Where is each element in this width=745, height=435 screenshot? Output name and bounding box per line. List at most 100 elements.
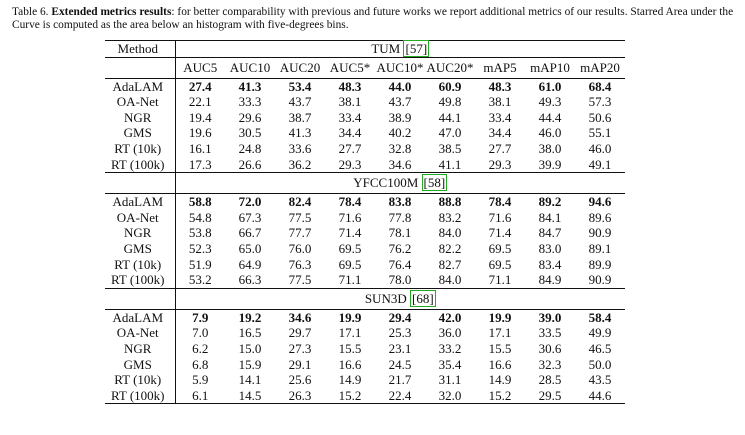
value-cell: 44.1 [438, 109, 462, 125]
value-cell: 84.1 [538, 209, 562, 225]
value-cell: 29.3 [338, 156, 362, 172]
value-cell: 89.6 [588, 209, 612, 225]
section-header-row: SUN3D [68] [105, 288, 625, 310]
header-row: Method TUM [57] [105, 40, 625, 58]
column-header: AUC5* [329, 59, 371, 75]
method-cell: NGR [124, 109, 152, 125]
value-cell: 42.0 [438, 309, 462, 325]
value-cell: 29.6 [238, 109, 262, 125]
table-row: AdaLAM 7.9 19.2 34.6 19.9 29.4 42.0 19.9 39.0 58.… [105, 309, 625, 326]
value-cell: 6.8 [174, 356, 225, 373]
value-cell: 32.3 [538, 356, 562, 372]
value-cell: 49.9 [588, 325, 612, 341]
method-cell: RT (100k) [110, 156, 165, 172]
table-row: RT (100k) 17.3 26.6 36.2 29.3 34.6 41.1 29.3 39.… [105, 156, 625, 173]
value-cell: 16.6 [488, 356, 512, 372]
column-header: mAP5 [483, 59, 517, 75]
value-cell: 77.8 [388, 209, 412, 225]
value-cell: 27.4 [174, 78, 225, 95]
table-row: OA-Net 54.8 67.3 77.5 71.6 77.8 83.2 71.6 84.1 89… [105, 209, 625, 226]
value-cell: 50.6 [588, 109, 612, 125]
table-row: GMS 19.6 30.5 41.3 34.4 40.2 47.0 34.4 46.0 55.1 [105, 125, 625, 141]
value-cell: 39.0 [538, 309, 562, 325]
value-cell: 34.4 [338, 125, 362, 141]
value-cell: 55.1 [588, 125, 612, 141]
value-cell: 84.0 [438, 272, 462, 288]
value-cell: 38.1 [338, 94, 362, 110]
value-cell: 33.5 [538, 325, 562, 341]
value-cell: 19.6 [174, 125, 225, 141]
value-cell: 82.7 [438, 256, 462, 272]
value-cell: 35.4 [438, 356, 462, 372]
value-cell: 83.8 [388, 194, 412, 210]
value-cell: 44.4 [538, 109, 562, 125]
value-cell: 17.1 [338, 325, 362, 341]
value-cell: 16.5 [238, 325, 262, 341]
value-cell: 15.2 [338, 387, 362, 403]
column-header: AUC10 [229, 59, 271, 75]
value-cell: 29.5 [538, 387, 562, 403]
value-cell: 83.0 [538, 240, 562, 256]
method-cell: RT (10k) [114, 256, 162, 272]
value-cell: 50.0 [588, 356, 612, 372]
method-cell: GMS [123, 356, 152, 372]
value-cell: 58.4 [588, 309, 612, 325]
value-cell: 24.8 [238, 140, 262, 156]
table-row: RT (100k) 6.1 14.5 26.3 15.2 22.4 32.0 15.2 29.5… [105, 387, 625, 404]
value-cell: 25.3 [388, 325, 412, 341]
value-cell: 14.5 [238, 387, 262, 403]
column-header: AUC5 [174, 57, 225, 79]
value-cell: 78.4 [338, 194, 362, 210]
method-cell: RT (10k) [114, 140, 162, 156]
value-cell: 32.0 [438, 387, 462, 403]
table-row: AdaLAM 27.4 41.3 53.4 48.3 44.0 60.9 48.3 61.0 68… [105, 78, 625, 95]
value-cell: 15.2 [488, 387, 512, 403]
value-cell: 66.7 [238, 225, 262, 241]
value-cell: 22.4 [388, 387, 412, 403]
value-cell: 83.4 [538, 256, 562, 272]
value-cell: 48.3 [338, 78, 362, 94]
column-header: AUC20* [426, 59, 474, 75]
section-spacer [105, 288, 175, 309]
value-cell: 5.9 [174, 372, 225, 388]
column-header: mAP20 [580, 59, 620, 75]
table-caption: Table 6. Extended metrics results: for b… [12, 6, 737, 33]
section-ref-link: [58] [421, 174, 448, 192]
metrics-table: Method TUM [57] AUC5 AUC10 AUC20 AUC5* AUC10* A… [105, 40, 625, 404]
value-cell: 82.4 [288, 194, 312, 210]
value-cell: 29.4 [388, 309, 412, 325]
value-cell: 60.9 [438, 78, 462, 94]
value-cell: 67.3 [238, 209, 262, 225]
value-cell: 51.9 [174, 256, 225, 273]
section-header-row: YFCC100M [58] [105, 172, 625, 194]
value-cell: 19.9 [488, 309, 512, 325]
section-name: SUN3D [364, 290, 407, 306]
table-row: RT (10k) 51.9 64.9 76.3 69.5 76.4 82.7 69.5 83.4… [105, 256, 625, 273]
column-header-spacer [105, 57, 175, 78]
value-cell: 38.9 [388, 109, 412, 125]
value-cell: 44.6 [588, 387, 612, 403]
value-cell: 27.7 [488, 140, 512, 156]
value-cell: 89.9 [588, 256, 612, 272]
value-cell: 15.9 [238, 356, 262, 372]
table-row: NGR 53.8 66.7 77.7 71.4 78.1 84.0 71.4 84.7 90.9 [105, 225, 625, 241]
value-cell: 64.9 [238, 256, 262, 272]
section-name: YFCC100M [353, 175, 419, 191]
section-title: TUM [57] [174, 40, 625, 58]
value-cell: 34.6 [388, 156, 412, 172]
value-cell: 49.1 [588, 156, 612, 172]
value-cell: 44.0 [388, 78, 412, 94]
value-cell: 27.3 [288, 340, 312, 356]
value-cell: 54.8 [174, 209, 225, 226]
method-cell: RT (100k) [110, 272, 165, 288]
value-cell: 69.5 [338, 256, 362, 272]
caption-label: Table 6. [12, 6, 49, 18]
value-cell: 47.0 [438, 125, 462, 141]
table-row: RT (10k) 5.9 14.1 25.6 14.9 21.7 31.1 14.9 28.5 4… [105, 372, 625, 388]
method-cell: NGR [124, 340, 152, 356]
value-cell: 90.9 [588, 225, 612, 241]
column-header: AUC20 [279, 59, 321, 75]
value-cell: 30.5 [238, 125, 262, 141]
value-cell: 84.7 [538, 225, 562, 241]
value-cell: 31.1 [438, 372, 462, 388]
